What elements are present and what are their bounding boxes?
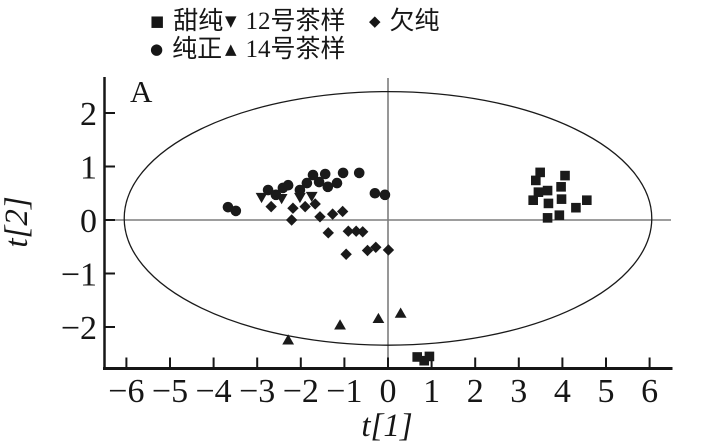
- data-point-sweet-pure: [556, 194, 567, 204]
- data-point-sweet-pure: [556, 182, 566, 192]
- data-point-sweet-pure: [543, 198, 554, 209]
- data-point-under-pure: [265, 200, 277, 213]
- legend-item-tea-sample-14: ▲ 14号茶样: [225, 36, 346, 64]
- data-point-sweet-pure: [424, 351, 435, 362]
- data-point-under-pure: [336, 205, 349, 218]
- data-point-sweet-pure: [528, 195, 538, 206]
- data-point-pure: [222, 201, 234, 213]
- x-tick-label: −5: [152, 373, 188, 410]
- x-tick-label: −1: [326, 373, 362, 410]
- data-point-under-pure: [285, 214, 298, 226]
- y-tick-label: −1: [61, 257, 97, 294]
- data-point-tea-sample-12: [275, 194, 288, 205]
- x-tick-label: 1: [423, 373, 440, 410]
- data-point-sweet-pure: [412, 352, 423, 362]
- data-point-pure: [307, 169, 319, 181]
- data-point-sweet-pure: [571, 202, 581, 213]
- data-point-pure: [282, 179, 294, 191]
- x-tick-label: 0: [380, 373, 397, 410]
- circle-marker-icon: ●: [150, 40, 164, 59]
- data-point-sweet-pure: [554, 210, 565, 220]
- data-point-pure: [322, 181, 334, 193]
- data-point-under-pure: [361, 244, 374, 257]
- y-tick-label: 0: [80, 203, 97, 240]
- x-tick-label: 6: [641, 373, 658, 410]
- x-tick-label: −3: [239, 373, 275, 410]
- data-point-pure: [379, 189, 391, 201]
- data-point-pure: [301, 177, 313, 189]
- data-point-sweet-pure: [531, 175, 541, 186]
- data-point-sweet-pure: [582, 195, 592, 206]
- data-point-sweet-pure: [535, 167, 545, 178]
- y-tick-label: −2: [61, 310, 97, 347]
- data-point-tea-sample-12: [294, 192, 306, 204]
- legend-label: 纯正: [172, 36, 223, 63]
- legend-label: 12号茶样: [245, 8, 346, 35]
- square-marker-icon: ■: [150, 12, 165, 31]
- data-point-pure: [369, 187, 381, 199]
- data-point-tea-sample-14: [334, 319, 346, 330]
- legend-item-pure: ● 纯正: [150, 36, 222, 64]
- y-axis-title: t[2]: [0, 196, 35, 247]
- x-tick-label: 2: [467, 373, 484, 410]
- y-tick-label: 1: [80, 150, 97, 187]
- data-point-sweet-pure: [560, 170, 570, 181]
- data-point-pure: [262, 184, 274, 196]
- x-tick-label: 4: [554, 373, 571, 410]
- data-point-pure: [337, 167, 349, 179]
- data-point-under-pure: [370, 241, 382, 253]
- data-point-under-pure: [314, 211, 326, 223]
- data-point-under-pure: [357, 226, 369, 238]
- data-point-under-pure: [309, 198, 321, 210]
- hotelling-ellipse: [123, 90, 653, 346]
- legend-item-sweet-pure: ■ 甜纯: [150, 8, 223, 36]
- data-point-sweet-pure: [533, 187, 544, 197]
- data-point-tea-sample-12: [305, 191, 318, 203]
- data-point-sweet-pure: [542, 185, 553, 196]
- data-point-sweet-pure: [419, 355, 429, 366]
- data-point-pure: [319, 168, 331, 180]
- y-tick-label: 2: [80, 96, 97, 133]
- data-point-under-pure: [350, 225, 362, 237]
- x-tick-label: 5: [598, 373, 615, 410]
- triangle-down-marker-icon: ▼: [225, 12, 237, 31]
- data-point-tea-sample-14: [282, 334, 295, 345]
- diamond-marker-icon: ◆: [369, 12, 381, 31]
- legend-label: 欠纯: [389, 8, 440, 35]
- data-point-under-pure: [382, 244, 395, 256]
- data-point-under-pure: [322, 227, 334, 239]
- data-point-tea-sample-14: [394, 307, 407, 318]
- x-axis-title: t[1]: [361, 408, 412, 444]
- data-point-pure: [313, 176, 325, 188]
- data-point-tea-sample-14: [372, 312, 385, 324]
- data-point-under-pure: [342, 225, 355, 237]
- legend-item-tea-sample-12: ▼ 12号茶样: [225, 8, 346, 36]
- x-tick-label: −2: [283, 373, 319, 410]
- legend-item-under-pure: ◆ 欠纯: [369, 8, 440, 36]
- x-tick-label: −6: [108, 373, 144, 410]
- data-point-under-pure: [287, 202, 299, 214]
- legend-label: 14号茶样: [245, 36, 346, 63]
- data-point-under-pure: [299, 200, 311, 213]
- data-point-pure: [230, 205, 242, 217]
- data-point-pure: [331, 177, 343, 189]
- panel-label: A: [130, 74, 153, 109]
- data-point-tea-sample-12: [255, 192, 268, 204]
- triangle-up-marker-icon: ▲: [225, 40, 237, 59]
- x-tick-label: −4: [196, 373, 232, 410]
- data-point-pure: [294, 184, 306, 196]
- data-point-pure: [353, 167, 365, 179]
- x-tick-label: 3: [510, 373, 527, 410]
- data-point-sweet-pure: [542, 213, 553, 223]
- data-point-under-pure: [340, 248, 352, 260]
- data-point-under-pure: [326, 208, 339, 220]
- legend-label: 甜纯: [173, 8, 224, 35]
